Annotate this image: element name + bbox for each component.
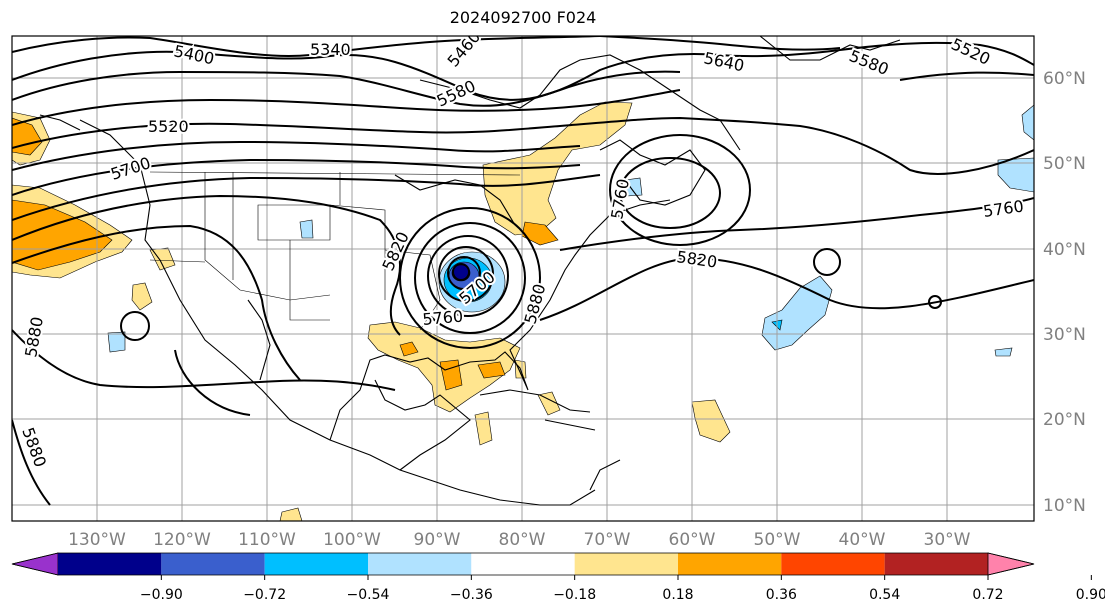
longitude-label: 40°W [839, 530, 886, 550]
colorbar-tick-label: 0.90 [1076, 587, 1105, 603]
colorbar-swatch [574, 553, 678, 575]
height-contours [12, 36, 1034, 506]
latitude-label: 30°N [1043, 325, 1086, 345]
colorbar-tick-label: −0.36 [450, 587, 493, 603]
colorbar-tick-label: 0.18 [662, 587, 693, 603]
latitude-label: 40°N [1043, 240, 1086, 260]
negative-anomaly-region [994, 347, 1013, 357]
positive-anomaly-region [474, 411, 493, 446]
latitude-label: 50°N [1043, 154, 1086, 174]
positive-anomaly-region [482, 101, 633, 236]
latitude-label: 10°N [1043, 496, 1086, 516]
longitude-label: 90°W [414, 530, 461, 550]
colorbar-swatch [58, 553, 162, 575]
colorbar-tick-label: 0.54 [869, 587, 900, 603]
colorbar-swatch [161, 553, 265, 575]
longitude-label: 110°W [238, 530, 296, 550]
map-frame [11, 35, 1035, 522]
latitude-label: 60°N [1043, 69, 1086, 89]
positive-anomaly-region [131, 282, 153, 311]
anomaly-shading [12, 101, 1034, 521]
negative-anomaly-region [299, 219, 314, 239]
longitude-label: 120°W [153, 530, 211, 550]
coastlines [39, 36, 901, 506]
colorbar-tick-label: −0.54 [347, 587, 390, 603]
longitude-label: 130°W [68, 530, 126, 550]
map-panel: 5400 5340 5460 5580 5640 5580 5520 5520 … [12, 36, 1034, 521]
colorbar-swatch [884, 553, 988, 575]
colorbar-extend-max [987, 552, 1035, 576]
graticule [12, 36, 1034, 521]
contour-label: 5520 [148, 117, 189, 136]
colorbar-tick-label: 0.36 [766, 587, 797, 603]
negative-anomaly-region [761, 275, 833, 351]
colorbar-tick-label: −0.72 [243, 587, 286, 603]
latitude-label: 20°N [1043, 410, 1086, 430]
colorbar [11, 552, 1035, 576]
longitude-label: 50°W [754, 530, 801, 550]
colorbar-swatch [678, 553, 782, 575]
colorbar-tick-label: 0.72 [972, 587, 1003, 603]
positive-anomaly-region [279, 507, 303, 521]
colorbar-swatch [471, 553, 575, 575]
contour-label: 5760 [422, 307, 464, 329]
longitude-label: 30°W [924, 530, 971, 550]
positive-anomaly-region [691, 399, 731, 443]
colorbar-swatch [368, 553, 472, 575]
colorbar-tick-label: −0.90 [140, 587, 183, 603]
colorbar-extend-min [11, 552, 59, 576]
positive-anomaly-region [537, 391, 561, 416]
colorbar-swatch [264, 553, 368, 575]
colorbar-outline [11, 552, 1035, 576]
positive-anomaly-region [399, 341, 419, 357]
positive-anomaly-region [477, 361, 506, 379]
latitude-axis: 60°N 50°N 40°N 30°N 20°N 10°N [1043, 69, 1086, 516]
longitude-label: 80°W [499, 530, 546, 550]
negative-anomaly-region [997, 157, 1034, 193]
longitude-label: 100°W [323, 530, 381, 550]
contour-label: 5340 [310, 40, 351, 59]
negative-anomaly-region [1021, 104, 1034, 141]
longitude-label: 60°W [669, 530, 716, 550]
colorbar-swatch [781, 553, 885, 575]
positive-anomaly-region [12, 199, 113, 271]
negative-anomaly-region [107, 331, 126, 353]
map-title: 2024092700 F024 [449, 8, 597, 27]
negative-anomaly-region [624, 177, 643, 197]
longitude-axis: 130°W 120°W 110°W 100°W 90°W 80°W 70°W 6… [68, 530, 971, 550]
positive-anomaly-region [439, 359, 463, 391]
state-borders [149, 171, 521, 331]
colorbar-tick-label: −0.18 [553, 587, 596, 603]
longitude-label: 70°W [584, 530, 631, 550]
colorbar-ticks: −0.90 −0.72 −0.54 −0.36 −0.18 0.18 0.36 0.54 0.7… [140, 575, 1105, 603]
